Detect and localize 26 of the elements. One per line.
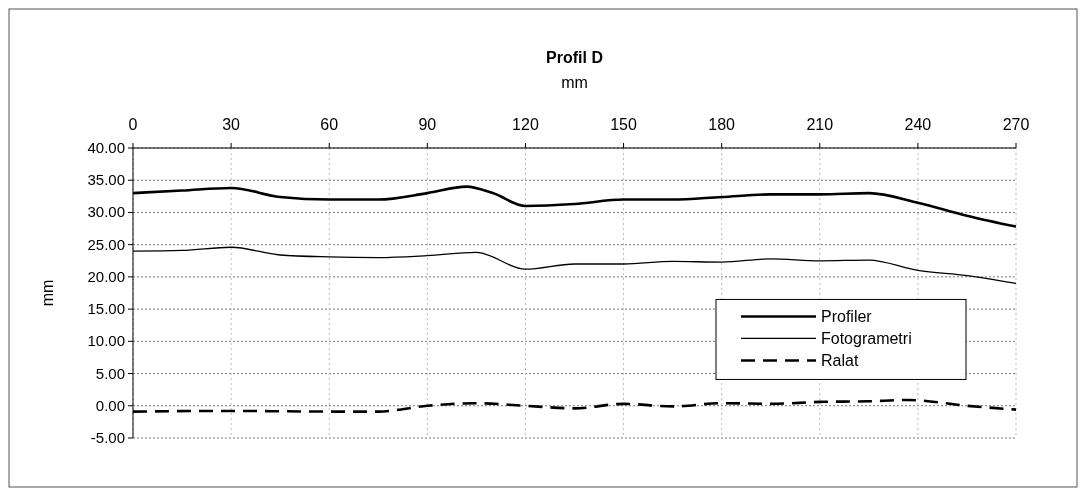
- x-tick-label: 150: [610, 116, 637, 133]
- x-axis-title: mm: [561, 74, 588, 91]
- y-tick-label: 15.00: [87, 300, 125, 318]
- y-tick-label: 10.00: [87, 332, 125, 350]
- chart-title: Profil D: [546, 49, 603, 66]
- y-axis-title: mm: [39, 279, 56, 307]
- y-tick-label: 35.00: [87, 171, 125, 189]
- x-tick-label: 240: [904, 116, 932, 133]
- y-tick-label: 25.00: [87, 235, 125, 253]
- x-tick-label: 60: [320, 116, 339, 133]
- legend-label: Ralat: [821, 352, 859, 370]
- x-tick-label: 90: [418, 116, 437, 133]
- x-tick-label: 120: [512, 116, 539, 133]
- legend-label: Profiler: [821, 308, 873, 326]
- x-tick-label: 0: [128, 116, 138, 133]
- y-tick-label: 20.00: [87, 267, 125, 285]
- y-tick-label: 40.00: [87, 139, 125, 156]
- y-tick-label: -5.00: [90, 429, 125, 446]
- y-tick-label: 30.00: [87, 203, 125, 221]
- y-tick-label: 5.00: [95, 364, 125, 382]
- x-tick-label: 180: [708, 116, 736, 133]
- legend-label: Fotogrametri: [821, 330, 912, 348]
- y-tick-label: 0.00: [95, 396, 125, 414]
- x-tick-label: 210: [806, 116, 834, 133]
- x-tick-label: 30: [222, 116, 241, 133]
- x-tick-label: 270: [1002, 116, 1030, 133]
